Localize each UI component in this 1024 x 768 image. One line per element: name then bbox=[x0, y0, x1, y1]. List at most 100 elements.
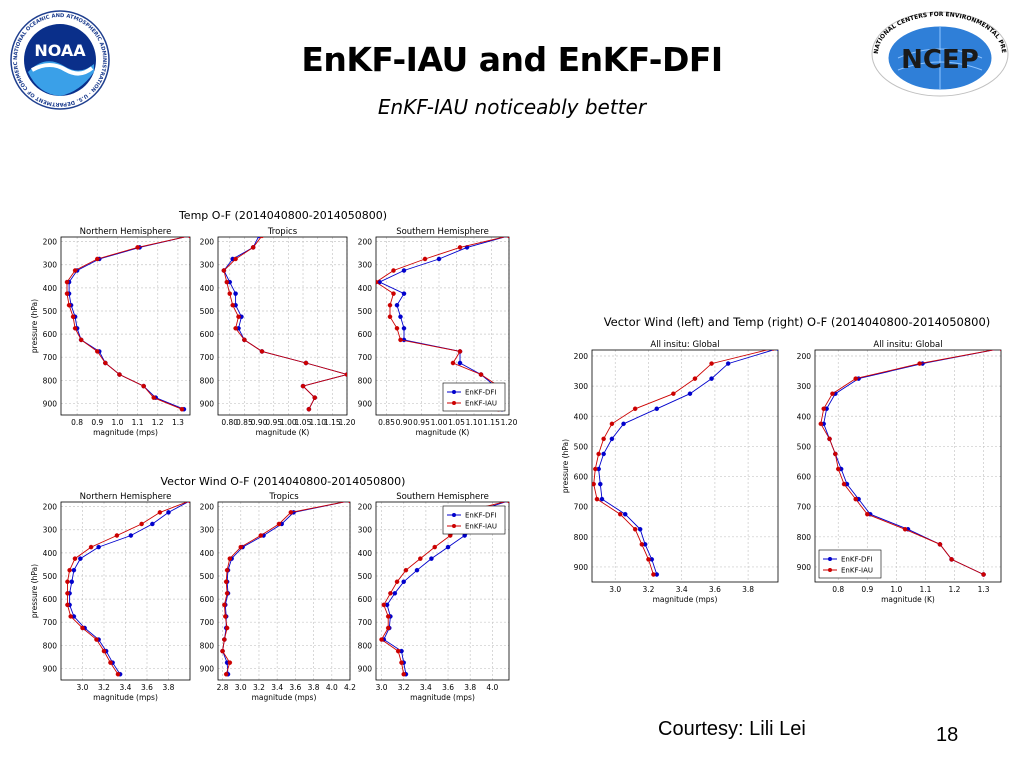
panel-frame bbox=[217, 236, 348, 416]
data-point-iau bbox=[223, 671, 229, 677]
data-point-iau bbox=[88, 544, 94, 550]
data-point-iau bbox=[594, 496, 600, 502]
y-tick-label: 300 bbox=[358, 261, 373, 270]
data-point-dfi bbox=[96, 544, 101, 550]
panel-frame bbox=[814, 349, 1002, 583]
y-tick-label: 900 bbox=[358, 664, 373, 673]
data-point-dfi bbox=[621, 421, 626, 427]
data-point-iau bbox=[601, 436, 606, 442]
data-point-iau bbox=[646, 557, 651, 562]
data-point-iau bbox=[836, 466, 841, 472]
data-point-iau bbox=[238, 544, 244, 550]
x-tick-label: 1.15 bbox=[483, 418, 500, 427]
data-point-iau bbox=[399, 660, 404, 665]
x-tick-label: 3.4 bbox=[676, 585, 688, 594]
data-point-iau bbox=[224, 591, 230, 596]
panel-frame bbox=[375, 236, 510, 416]
data-point-dfi bbox=[601, 451, 606, 457]
data-point-iau bbox=[95, 349, 100, 354]
data-point-dfi bbox=[69, 579, 75, 585]
x-tick-label: 1.0 bbox=[890, 585, 902, 594]
legend-box bbox=[442, 382, 506, 412]
data-point-iau bbox=[276, 521, 282, 527]
x-axis-label: magnitude (K) bbox=[416, 428, 470, 437]
data-point-iau bbox=[94, 637, 99, 642]
x-tick-label: 1.1 bbox=[132, 418, 144, 427]
x-tick-label: 0.9 bbox=[91, 418, 103, 427]
series-line-dfi bbox=[378, 237, 507, 410]
data-point-dfi bbox=[414, 567, 420, 573]
data-point-iau bbox=[224, 567, 230, 573]
courtesy-text: Courtesy: Lili Lei bbox=[658, 718, 806, 740]
data-point-iau bbox=[250, 245, 256, 250]
chart-panel: Tropics 0.800.850.900.951.001.051.101.151… bbox=[200, 227, 356, 437]
data-point-iau bbox=[233, 326, 238, 331]
data-point-dfi bbox=[257, 237, 261, 239]
y-tick-label: 500 bbox=[797, 442, 812, 451]
data-point-dfi bbox=[687, 391, 693, 396]
data-point-iau bbox=[391, 268, 396, 273]
noaa-logo: NOAA NATIONAL OCEANIC AND ATMOSPHERIC AD… bbox=[8, 6, 110, 110]
y-tick-label: 300 bbox=[574, 382, 589, 391]
x-tick-label: 2.8 bbox=[217, 683, 229, 692]
panel-frame bbox=[60, 236, 191, 416]
x-tick-label: 3.2 bbox=[642, 585, 654, 594]
y-axis-label: pressure (hPa) bbox=[30, 564, 39, 618]
x-tick-label: 4.2 bbox=[344, 683, 356, 692]
x-axis-label: magnitude (mps) bbox=[410, 693, 475, 702]
y-tick-label: 700 bbox=[358, 353, 373, 362]
data-point-iau bbox=[223, 614, 228, 619]
panel-frame bbox=[375, 501, 510, 681]
y-tick-label: 200 bbox=[358, 238, 373, 247]
data-point-iau bbox=[422, 256, 428, 262]
panel-title: Southern Hemisphere bbox=[396, 227, 489, 237]
series-group bbox=[221, 237, 347, 412]
data-point-iau bbox=[385, 614, 391, 619]
y-tick-label: 800 bbox=[200, 641, 215, 650]
x-tick-label: 4.0 bbox=[326, 683, 338, 692]
data-point-iau bbox=[242, 337, 247, 343]
data-point-iau bbox=[258, 533, 264, 538]
data-point-iau bbox=[115, 671, 121, 677]
y-tick-label: 700 bbox=[200, 353, 215, 362]
data-point-iau bbox=[65, 579, 70, 585]
x-tick-label: 3.0 bbox=[235, 683, 247, 692]
y-tick-label: 500 bbox=[574, 442, 589, 451]
slide-subtitle: EnKF-IAU noticeably better bbox=[377, 95, 647, 119]
x-tick-label: 1.3 bbox=[978, 585, 990, 594]
panel-title: Northern Hemisphere bbox=[80, 492, 172, 502]
data-point-iau bbox=[387, 302, 393, 308]
data-point-iau bbox=[222, 637, 227, 642]
data-point-iau bbox=[66, 302, 72, 308]
data-point-iau bbox=[394, 326, 400, 331]
data-point-iau bbox=[179, 406, 185, 412]
y-tick-label: 200 bbox=[574, 352, 589, 361]
series-line-dfi bbox=[68, 237, 187, 410]
data-point-iau bbox=[418, 556, 423, 561]
series-line-iau bbox=[593, 350, 769, 575]
legend-marker bbox=[828, 557, 832, 561]
data-point-iau bbox=[999, 350, 1001, 351]
data-point-iau bbox=[401, 671, 406, 677]
y-tick-label: 300 bbox=[43, 526, 58, 535]
noaa-logo-text: NOAA bbox=[34, 41, 86, 60]
legend-marker bbox=[452, 524, 456, 528]
panel-title: All insitu: Global bbox=[650, 340, 719, 350]
data-point-iau bbox=[592, 481, 596, 487]
y-tick-label: 400 bbox=[43, 549, 58, 558]
x-tick-label: 1.05 bbox=[295, 418, 312, 427]
data-point-dfi bbox=[598, 481, 603, 487]
y-tick-label: 900 bbox=[200, 399, 215, 408]
y-tick-label: 600 bbox=[574, 473, 589, 482]
chart-title: Temp O-F (2014040800-2014050800) bbox=[178, 209, 387, 222]
data-point-iau bbox=[937, 542, 943, 547]
data-point-dfi bbox=[401, 291, 407, 296]
chart-title: Vector Wind (left) and Temp (right) O-F … bbox=[604, 315, 991, 329]
data-point-dfi bbox=[637, 527, 643, 532]
legend-marker bbox=[452, 390, 456, 394]
chart-panel: All insitu: Global 0.8 0.9 1.0 1.1 1.2 1.3 200 3… bbox=[797, 340, 1002, 604]
x-tick-label: 1.20 bbox=[501, 418, 518, 427]
x-tick-label: 1.15 bbox=[324, 418, 341, 427]
data-point-iau bbox=[450, 360, 456, 366]
data-point-iau bbox=[432, 544, 437, 550]
